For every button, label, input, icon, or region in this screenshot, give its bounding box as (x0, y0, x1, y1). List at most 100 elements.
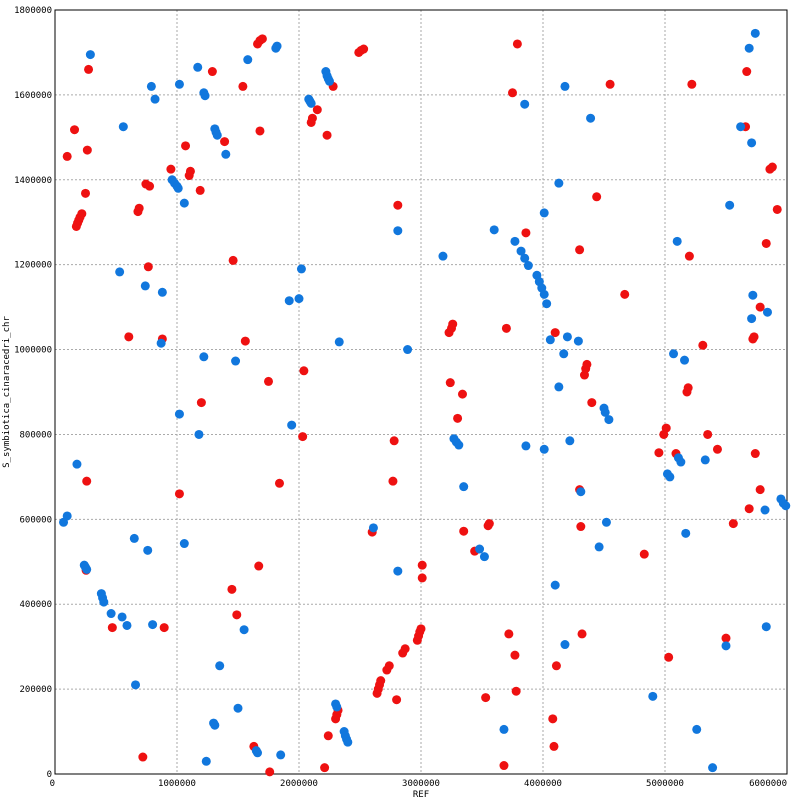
blue-data-point (294, 294, 304, 304)
red-data-point (320, 763, 330, 773)
red-data-point (238, 81, 248, 91)
red-data-point (257, 34, 267, 44)
blue-data-point (143, 545, 153, 555)
blue-data-point (539, 444, 549, 454)
blue-data-point (672, 236, 682, 246)
red-data-point (582, 359, 592, 369)
blue-data-point (156, 338, 166, 348)
red-data-point (639, 549, 649, 559)
blue-data-point (231, 356, 241, 366)
blue-data-point (179, 539, 189, 549)
blue-data-point (85, 50, 95, 60)
blue-data-point (781, 501, 791, 511)
x-tick-label: 4000000 (524, 779, 562, 789)
red-data-point (654, 448, 664, 458)
red-data-point (687, 79, 697, 89)
blue-data-point (681, 528, 691, 538)
blue-data-point (721, 641, 731, 651)
x-tick-label: 0 (50, 779, 55, 789)
blue-data-point (559, 349, 569, 359)
x-axis-label: REF (413, 790, 429, 800)
red-data-point (323, 731, 333, 741)
blue-data-point (193, 62, 203, 72)
blue-data-point (148, 620, 158, 630)
blue-data-point (459, 482, 469, 492)
blue-data-point (393, 226, 403, 236)
y-tick-label: 800000 (19, 430, 52, 440)
plot-frame (54, 9, 788, 775)
red-data-point (551, 661, 561, 671)
blue-data-point (648, 691, 658, 701)
blue-data-point (438, 251, 448, 261)
red-data-point (761, 238, 771, 248)
blue-data-point (576, 487, 586, 497)
red-data-point (512, 39, 522, 49)
y-tick-label: 1000000 (14, 346, 52, 356)
red-data-point (521, 228, 531, 238)
blue-data-point (72, 459, 82, 469)
red-data-point (185, 166, 195, 176)
y-tick-label: 0 (47, 770, 52, 780)
red-data-point (683, 383, 693, 393)
red-data-point (684, 251, 694, 261)
red-data-point (592, 192, 602, 202)
red-data-point (661, 423, 671, 433)
red-data-point (138, 752, 148, 762)
red-data-point (417, 573, 427, 583)
red-data-point (721, 633, 731, 643)
blue-data-point (239, 625, 249, 635)
blue-data-point (565, 436, 575, 446)
red-data-point (298, 432, 308, 442)
red-data-point (742, 67, 752, 77)
red-data-point (392, 695, 402, 705)
red-data-point (195, 185, 205, 195)
red-data-point (550, 328, 560, 338)
blue-data-point (174, 79, 184, 89)
y-axis-label: S_symbiotica_cinaracedri_chr (2, 316, 12, 468)
blue-data-point (762, 307, 772, 317)
red-data-point (145, 181, 155, 191)
blue-data-point (199, 352, 209, 362)
blue-data-point (573, 336, 583, 346)
blue-data-point (554, 382, 564, 392)
red-data-point (81, 188, 90, 198)
red-data-point (166, 164, 176, 174)
blue-data-point (146, 81, 156, 91)
blue-data-point (539, 208, 549, 218)
red-data-point (755, 485, 765, 495)
red-data-point (143, 262, 153, 272)
red-data-point (82, 476, 92, 486)
blue-data-point (306, 98, 316, 108)
x-tick-label: 3000000 (402, 779, 440, 789)
y-tick-label: 600000 (19, 515, 52, 525)
red-data-point (227, 584, 237, 594)
blue-data-point (669, 349, 679, 359)
blue-data-point (122, 620, 132, 630)
blue-data-point (272, 41, 282, 51)
blue-data-point (200, 91, 210, 101)
blue-data-point (562, 332, 572, 342)
red-data-point (207, 67, 217, 77)
red-data-point (312, 105, 322, 115)
red-data-point (416, 624, 426, 634)
blue-data-point (539, 289, 549, 299)
blue-data-point (700, 455, 710, 465)
blue-data-point (233, 703, 243, 713)
data-points (59, 28, 791, 777)
blue-data-point (287, 420, 297, 430)
red-data-point (107, 623, 117, 633)
red-data-point (159, 623, 169, 633)
red-data-point (62, 151, 72, 161)
red-data-point (457, 389, 467, 399)
red-data-point (499, 761, 509, 771)
blue-data-point (560, 640, 570, 650)
blue-data-point (276, 750, 286, 760)
blue-data-point (284, 296, 294, 306)
red-data-point (448, 319, 458, 329)
red-data-point (620, 289, 630, 299)
blue-data-point (520, 253, 530, 263)
red-data-point (124, 332, 134, 342)
blue-data-point (221, 149, 231, 159)
red-data-point (174, 489, 184, 499)
red-data-point (575, 245, 585, 255)
